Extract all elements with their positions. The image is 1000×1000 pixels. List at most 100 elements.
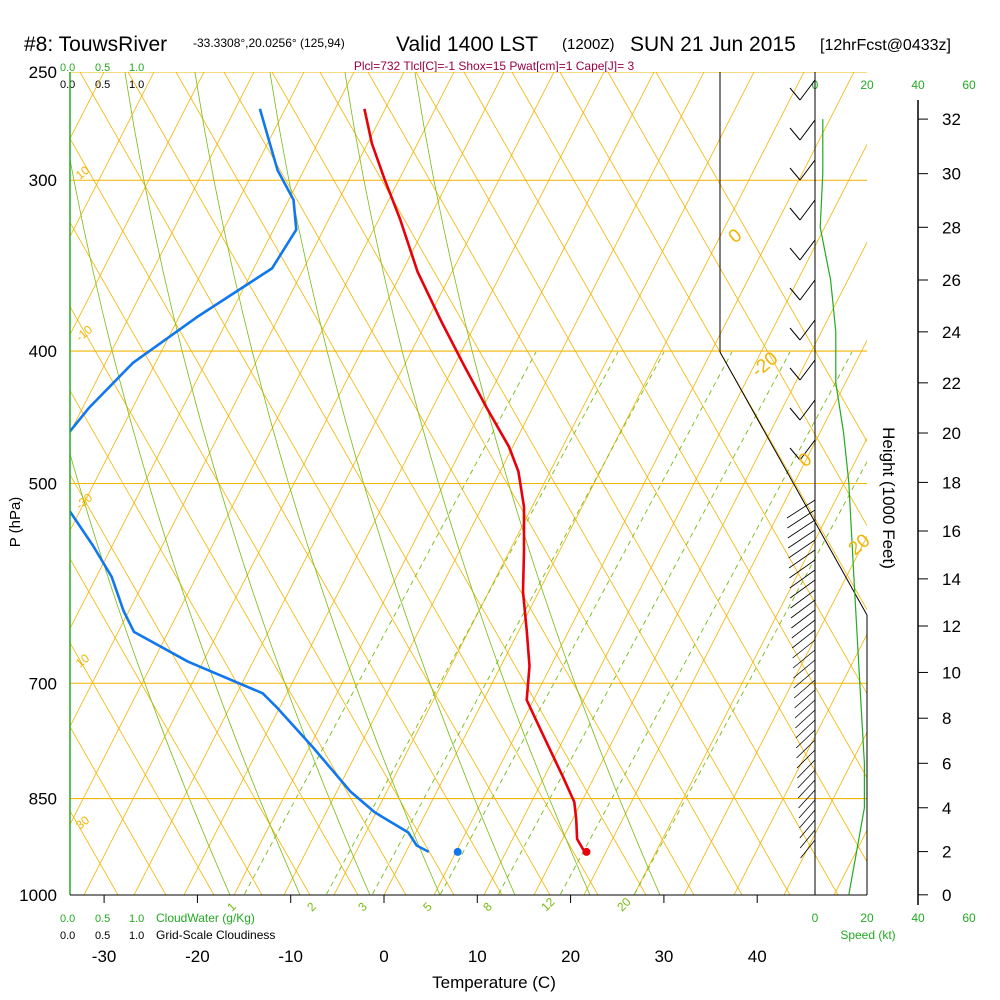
height-tick-label: 14 [942, 570, 961, 589]
y-axis-title: P (hPa) [7, 497, 24, 548]
wind-barb [799, 829, 816, 849]
height-tick-label: 24 [942, 323, 961, 342]
mixing-ratio-label: 5 [420, 899, 435, 914]
isotherm-line [70, 72, 255, 434]
wind-barb [799, 809, 816, 829]
wind-barb [789, 447, 801, 461]
cloud-scale-bottom-green-1: 0.5 [95, 913, 110, 925]
adiabat-label: 0 [725, 225, 747, 248]
wind-barb [786, 499, 816, 519]
station-coords: -33.3308°,20.0256° (125,94) [193, 36, 345, 50]
cloud-scale-bottom-green-2: 1.0 [129, 913, 144, 925]
dewpoint-profile-line [70, 108, 430, 854]
height-tick-label: 2 [942, 843, 951, 862]
valid-time: Valid 1400 LST [396, 33, 538, 56]
height-tick-label: 18 [942, 473, 961, 492]
wind-barb [789, 559, 816, 579]
wind-barb [787, 529, 816, 549]
wind-barb [789, 579, 816, 599]
isotherm-line [984, 72, 1000, 895]
speed-tick-top-40: 40 [911, 78, 925, 92]
height-tick-label: 0 [942, 886, 951, 905]
moist-adiabat-line [194, 72, 441, 895]
wind-barb [794, 689, 816, 709]
adiabat-line [0, 72, 22, 895]
pressure-tick-label: 500 [29, 475, 57, 494]
mixing-ratio-line [371, 351, 665, 895]
wind-barb [793, 679, 816, 699]
pressure-tick-label: 300 [29, 171, 57, 190]
surface-temperature-marker [582, 847, 591, 856]
wind-barb [790, 599, 816, 619]
height-tick-label: 12 [942, 617, 961, 636]
height-tick-label: 10 [942, 663, 961, 682]
wind-barb [789, 247, 801, 261]
temperature-profile-line [363, 108, 586, 853]
height-tick-label: 30 [942, 165, 961, 184]
x-tick-label: -30 [92, 947, 117, 966]
wind-barb [799, 199, 816, 221]
wind-barb [799, 439, 816, 461]
wind-barb [798, 799, 816, 819]
height-tick-label: 6 [942, 754, 951, 773]
wind-barb [789, 287, 801, 301]
wind-barb [793, 659, 816, 679]
speed-axis-label: Speed (kt) [840, 928, 895, 942]
wind-barb [797, 759, 816, 779]
mixing-ratio-label: 12 [538, 895, 558, 915]
wind-barb [791, 619, 816, 639]
cloud-scale-top-green-0: 0.0 [60, 62, 75, 74]
adiabat-label: 30 [73, 813, 92, 833]
height-tick-label: 16 [942, 522, 961, 541]
wind-barb [799, 159, 816, 181]
adiabat-line [70, 642, 215, 895]
wind-barb [794, 699, 816, 719]
cloud-scale-top-green-1: 0.5 [95, 62, 110, 74]
x-tick-label: 0 [379, 947, 388, 966]
speed-tick-bottom-40: 40 [911, 911, 925, 925]
wind-barb [789, 127, 801, 141]
x-tick-label: 30 [654, 947, 673, 966]
speed-tick-top-60: 60 [962, 78, 976, 92]
mixing-ratio-label: 8 [480, 899, 495, 914]
wind-barb [799, 319, 816, 341]
wind-speed-profile-line [819, 119, 865, 895]
mixing-ratio-label: 2 [304, 899, 319, 914]
wind-barb [789, 327, 801, 341]
moist-adiabat-line [269, 72, 516, 895]
wind-barb [789, 207, 801, 221]
wind-barb [797, 779, 816, 799]
wind-barb [799, 239, 816, 261]
pressure-tick-label: 700 [29, 674, 57, 693]
pressure-tick-label: 400 [29, 342, 57, 361]
speed-tick-bottom-20: 20 [860, 911, 874, 925]
wind-barb [788, 539, 816, 559]
cloudiness-label: Grid-Scale Cloudiness [156, 928, 275, 942]
cloud-scale-bottom-green-0: 0.0 [60, 913, 75, 925]
cloud-scale-bottom-black-1: 0.5 [95, 930, 110, 942]
valid-zulu: (1200Z) [562, 36, 615, 53]
wind-barb [791, 629, 816, 649]
height-axis-title: Height (1000 Feet) [879, 427, 898, 569]
wind-barb [799, 279, 816, 301]
station-title: #8: TouwsRiver [24, 33, 167, 56]
wind-barb [799, 359, 816, 381]
wind-barb [799, 79, 816, 101]
wind-barb [793, 669, 816, 689]
cloud-scale-top-black-2: 1.0 [129, 79, 144, 91]
height-tick-label: 8 [942, 709, 951, 728]
wind-barb [788, 549, 816, 569]
wind-barb [789, 407, 801, 421]
adiabat-line [70, 726, 167, 895]
wind-barb [792, 649, 816, 669]
surface-dewpoint-marker [453, 847, 462, 856]
wind-barb [792, 639, 816, 659]
cloud-scale-bottom-black-0: 0.0 [60, 930, 75, 942]
wind-barb [790, 589, 816, 609]
adiabat-label: -30 [73, 490, 96, 512]
cloud-scale-top-green-2: 1.0 [129, 62, 144, 74]
speed-tick-bottom-60: 60 [962, 911, 976, 925]
speed-tick-bottom-0: 0 [812, 911, 819, 925]
wind-barb [795, 719, 816, 739]
